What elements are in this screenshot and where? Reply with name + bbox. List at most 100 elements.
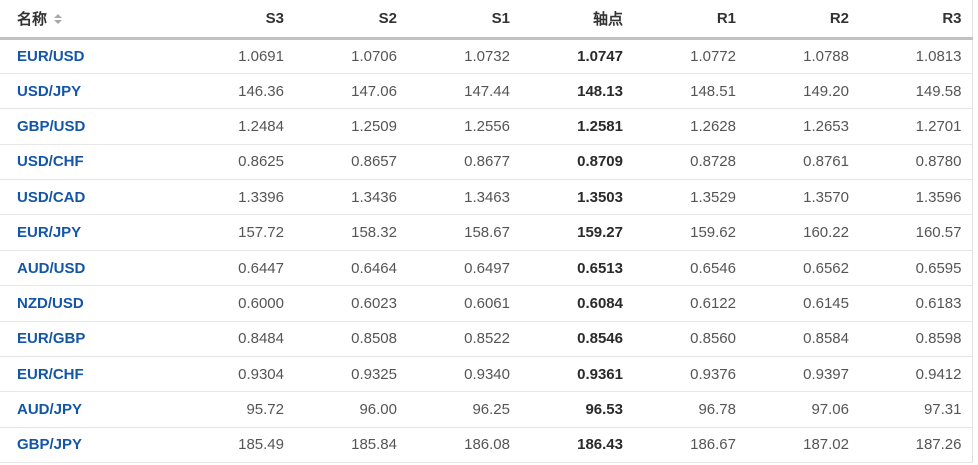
cell-r1: 0.8560 [633,321,746,358]
table-row: EUR/CHF 0.9304 0.9325 0.9340 0.9361 0.9376 0.9… [0,356,972,393]
cell-s2: 1.0706 [294,38,407,74]
table-row: AUD/JPY 95.72 96.00 96.25 96.53 96.78 97.06 97.… [0,391,972,428]
column-header-r2[interactable]: R2 [746,0,859,40]
cell-s2: 185.84 [294,427,407,464]
cell-r2: 149.20 [746,73,859,110]
cell-s1: 147.44 [407,73,520,110]
pair-cell: USD/CHF [0,144,181,181]
cell-s2: 0.9325 [294,356,407,393]
cell-s1: 0.8677 [407,144,520,181]
cell-r3: 1.2701 [859,108,972,145]
cell-r2: 187.02 [746,427,859,464]
cell-r2: 97.06 [746,391,859,428]
cell-s3: 1.3396 [181,179,294,216]
cell-r1: 186.67 [633,427,746,464]
cell-pivot: 186.43 [520,427,633,464]
cell-r2: 160.22 [746,214,859,251]
pair-link[interactable]: USD/JPY [17,82,82,100]
pair-link[interactable]: USD/CHF [17,153,84,171]
cell-s2: 0.8508 [294,321,407,358]
cell-s1: 158.67 [407,214,520,251]
pair-cell: GBP/JPY [0,427,181,464]
cell-s3: 95.72 [181,391,294,428]
cell-s3: 0.9304 [181,356,294,393]
cell-s1: 1.2556 [407,108,520,145]
cell-r3: 0.6183 [859,285,972,322]
column-header-s2[interactable]: S2 [294,0,407,40]
column-header-pivot[interactable]: 轴点 [520,0,633,40]
pair-cell: EUR/CHF [0,356,181,393]
table-row: USD/JPY 146.36 147.06 147.44 148.13 148.51 149… [0,73,972,110]
cell-pivot: 148.13 [520,73,633,110]
pair-link[interactable]: NZD/USD [17,294,84,312]
pair-link[interactable]: USD/CAD [17,188,86,206]
pair-link[interactable]: EUR/CHF [17,365,84,383]
column-header-name-label: 名称 [17,10,48,28]
pair-cell: EUR/GBP [0,321,181,358]
cell-s2: 1.3436 [294,179,407,216]
cell-s3: 146.36 [181,73,294,110]
cell-pivot: 1.3503 [520,179,633,216]
cell-r1: 0.6546 [633,250,746,287]
pair-link[interactable]: EUR/JPY [17,224,82,242]
pair-cell: USD/CAD [0,179,181,216]
cell-r1: 159.62 [633,214,746,251]
pair-link[interactable]: GBP/USD [17,117,86,135]
cell-r3: 0.9412 [859,356,972,393]
cell-r1: 1.0772 [633,38,746,74]
pair-link[interactable]: EUR/USD [17,47,85,65]
pair-link[interactable]: AUD/JPY [17,401,83,419]
cell-s1: 0.6497 [407,250,520,287]
table-row: GBP/JPY 185.49 185.84 186.08 186.43 186.67 187… [0,427,972,464]
cell-r1: 1.3529 [633,179,746,216]
cell-r1: 96.78 [633,391,746,428]
cell-r2: 0.8584 [746,321,859,358]
cell-s3: 0.6447 [181,250,294,287]
cell-r3: 1.3596 [859,179,972,216]
cell-s1: 96.25 [407,391,520,428]
cell-s1: 0.6061 [407,285,520,322]
pair-cell: GBP/USD [0,108,181,145]
pair-cell: USD/JPY [0,73,181,110]
cell-pivot: 1.2581 [520,108,633,145]
table-row: USD/CAD 1.3396 1.3436 1.3463 1.3503 1.3529 1.3… [0,179,972,216]
cell-pivot: 0.9361 [520,356,633,393]
pair-link[interactable]: AUD/USD [17,259,86,277]
column-header-r1[interactable]: R1 [633,0,746,40]
cell-s3: 185.49 [181,427,294,464]
column-header-s3[interactable]: S3 [181,0,294,40]
cell-r1: 0.9376 [633,356,746,393]
cell-pivot: 0.6513 [520,250,633,287]
cell-r3: 0.8780 [859,144,972,181]
pair-cell: EUR/USD [0,38,181,74]
cell-s2: 0.6023 [294,285,407,322]
pair-cell: NZD/USD [0,285,181,322]
table-row: EUR/USD 1.0691 1.0706 1.0732 1.0747 1.0772 1.0… [0,38,972,74]
cell-pivot: 0.6084 [520,285,633,322]
cell-s2: 0.8657 [294,144,407,181]
cell-s1: 0.8522 [407,321,520,358]
cell-pivot: 1.0747 [520,38,633,74]
cell-r2: 1.0788 [746,38,859,74]
pair-link[interactable]: EUR/GBP [17,330,86,348]
cell-s3: 0.8484 [181,321,294,358]
cell-r2: 0.6145 [746,285,859,322]
table-row: USD/CHF 0.8625 0.8657 0.8677 0.8709 0.8728 0.8… [0,144,972,181]
table-row: NZD/USD 0.6000 0.6023 0.6061 0.6084 0.6122 0.6… [0,285,972,322]
pair-link[interactable]: GBP/JPY [17,436,83,454]
cell-s3: 1.0691 [181,38,294,74]
pair-cell: AUD/JPY [0,391,181,428]
cell-r1: 0.6122 [633,285,746,322]
column-header-name[interactable]: 名称 [0,0,181,40]
cell-s3: 0.8625 [181,144,294,181]
cell-r2: 0.8761 [746,144,859,181]
column-header-s1[interactable]: S1 [407,0,520,40]
cell-s1: 186.08 [407,427,520,464]
cell-r3: 187.26 [859,427,972,464]
pair-cell: EUR/JPY [0,214,181,251]
cell-r3: 1.0813 [859,38,972,74]
sort-arrows-icon [54,13,63,24]
column-header-r3[interactable]: R3 [859,0,972,40]
cell-r2: 1.3570 [746,179,859,216]
cell-r2: 0.6562 [746,250,859,287]
